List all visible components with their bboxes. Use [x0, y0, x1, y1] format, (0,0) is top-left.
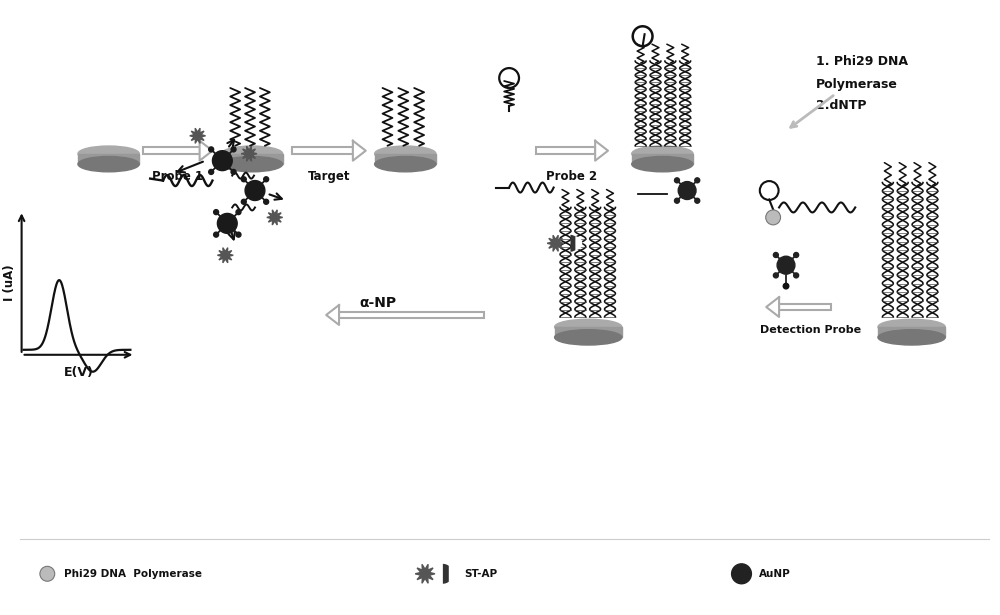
Ellipse shape	[78, 146, 139, 161]
Polygon shape	[267, 210, 283, 225]
Circle shape	[695, 198, 700, 203]
Circle shape	[236, 210, 241, 215]
Circle shape	[209, 170, 214, 175]
Polygon shape	[326, 305, 339, 325]
Text: Probe 2: Probe 2	[546, 170, 597, 183]
Circle shape	[773, 273, 778, 278]
Ellipse shape	[221, 156, 283, 172]
Wedge shape	[443, 564, 453, 584]
Ellipse shape	[375, 146, 436, 161]
Text: Phi29 DNA  Polymerase: Phi29 DNA Polymerase	[64, 569, 202, 579]
Circle shape	[675, 178, 679, 183]
Polygon shape	[595, 141, 608, 161]
Text: α-NP: α-NP	[359, 296, 396, 310]
Circle shape	[773, 253, 778, 258]
Text: I (uA): I (uA)	[3, 264, 16, 301]
Polygon shape	[241, 146, 257, 161]
Circle shape	[231, 170, 236, 175]
Text: Probe 1: Probe 1	[152, 170, 203, 183]
Ellipse shape	[375, 156, 436, 172]
Circle shape	[732, 564, 751, 584]
Bar	[292, 148, 353, 154]
Bar	[339, 312, 484, 318]
Circle shape	[264, 177, 269, 182]
Ellipse shape	[878, 319, 945, 335]
Circle shape	[675, 198, 679, 203]
Ellipse shape	[878, 330, 945, 345]
Polygon shape	[190, 128, 206, 143]
Circle shape	[214, 210, 219, 215]
Circle shape	[212, 151, 232, 170]
Polygon shape	[353, 141, 366, 161]
Circle shape	[264, 199, 269, 204]
Bar	[878, 327, 945, 338]
Circle shape	[695, 178, 700, 183]
Wedge shape	[449, 566, 457, 582]
Circle shape	[783, 284, 789, 289]
Polygon shape	[415, 565, 435, 583]
Circle shape	[794, 253, 799, 258]
Text: AuNP: AuNP	[759, 569, 791, 579]
Ellipse shape	[555, 319, 622, 335]
Ellipse shape	[221, 146, 283, 161]
Circle shape	[214, 232, 219, 237]
Circle shape	[231, 147, 236, 152]
Bar	[221, 154, 283, 164]
Bar	[78, 154, 139, 164]
Ellipse shape	[632, 156, 693, 172]
Bar	[536, 148, 595, 154]
Bar	[375, 154, 436, 164]
Bar	[555, 327, 622, 338]
Text: Detection Probe: Detection Probe	[760, 325, 861, 335]
Polygon shape	[547, 236, 564, 252]
Circle shape	[241, 177, 246, 182]
Wedge shape	[575, 236, 582, 250]
Bar	[779, 304, 831, 310]
Text: E(V): E(V)	[64, 366, 93, 379]
Bar	[632, 154, 693, 164]
Circle shape	[236, 232, 241, 237]
Ellipse shape	[555, 330, 622, 345]
Polygon shape	[766, 297, 779, 317]
Ellipse shape	[78, 156, 139, 172]
Circle shape	[241, 199, 246, 204]
Polygon shape	[200, 141, 212, 161]
Circle shape	[209, 147, 214, 152]
Circle shape	[794, 273, 799, 278]
Ellipse shape	[632, 146, 693, 161]
Polygon shape	[217, 248, 233, 263]
Text: Polymerase: Polymerase	[816, 77, 898, 90]
Circle shape	[40, 566, 55, 581]
Circle shape	[245, 181, 265, 200]
Text: 1. Phi29 DNA: 1. Phi29 DNA	[816, 55, 908, 68]
Circle shape	[766, 210, 781, 225]
Wedge shape	[570, 235, 579, 252]
Circle shape	[217, 213, 237, 233]
Text: Target: Target	[308, 170, 350, 183]
Bar	[143, 148, 200, 154]
Text: ST-AP: ST-AP	[465, 569, 498, 579]
Circle shape	[678, 181, 696, 199]
Text: 2.dNTP: 2.dNTP	[816, 100, 866, 113]
Circle shape	[777, 256, 795, 274]
